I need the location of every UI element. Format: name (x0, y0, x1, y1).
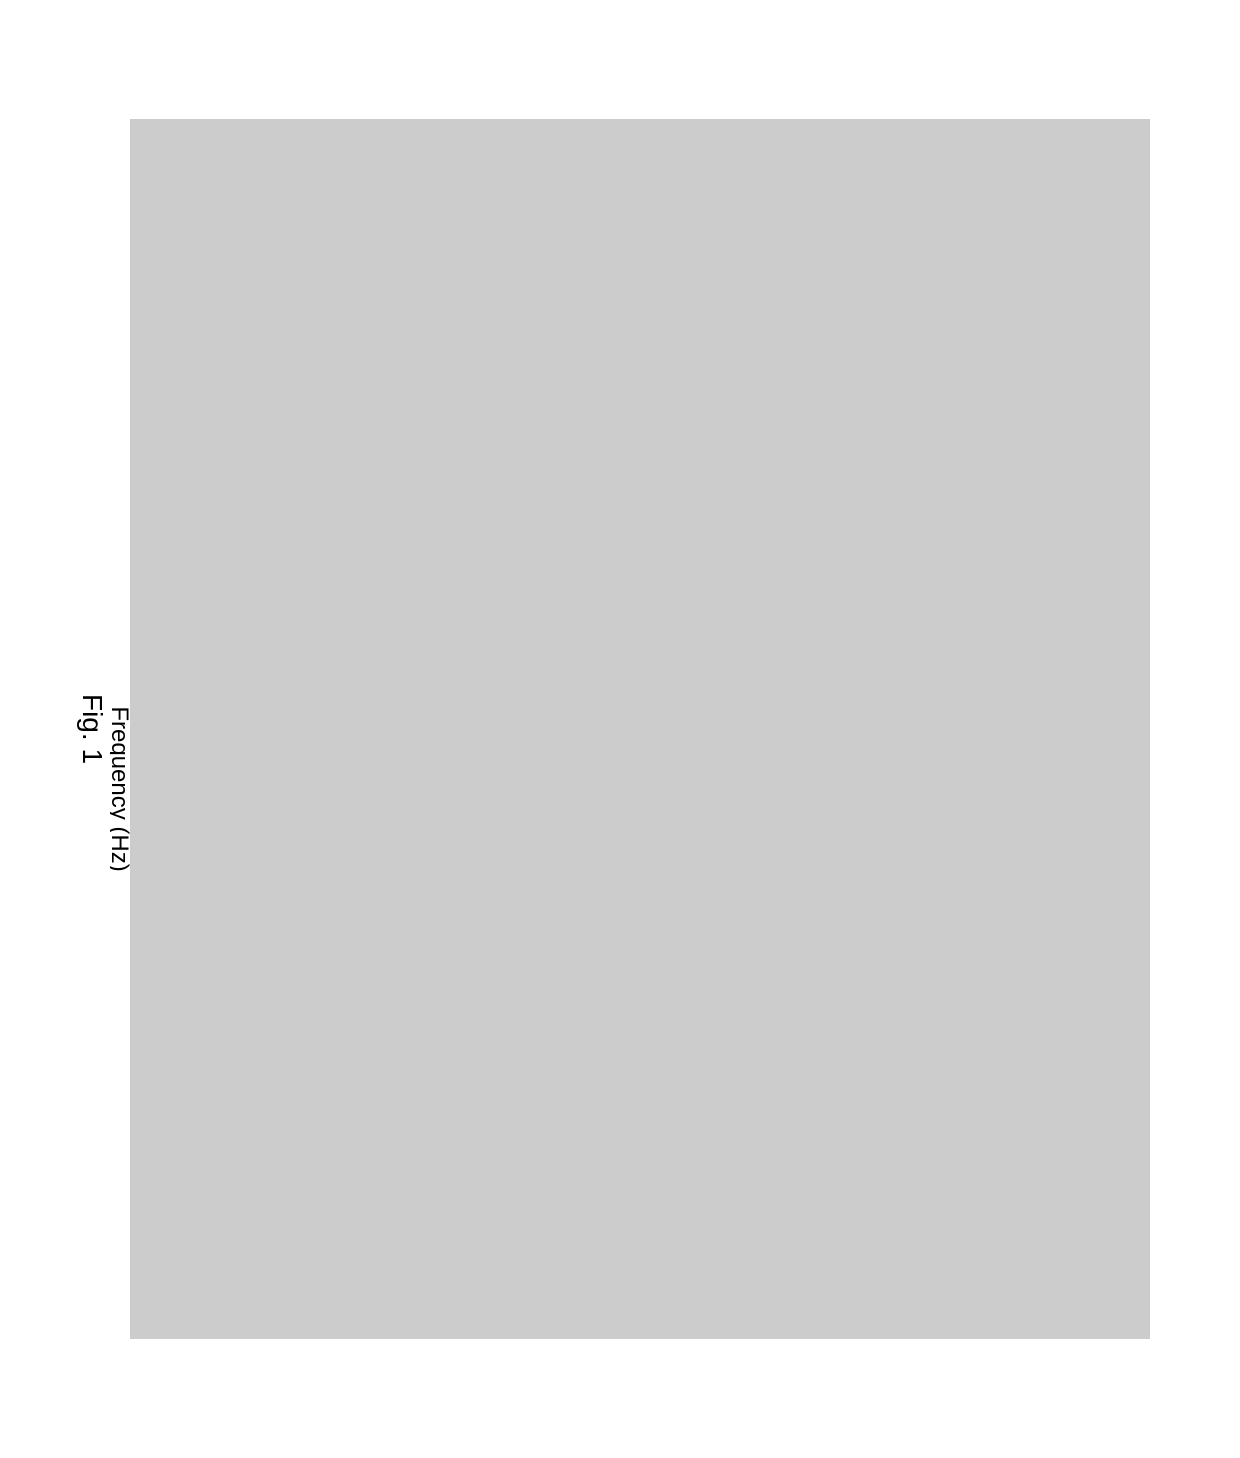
figure-background (130, 119, 1150, 1339)
figure-caption: Fig. 1 (76, 79, 108, 1379)
figure-container: 051015-50-40-30-20-100Frequency (Hz)Magn… (70, 79, 1170, 1379)
